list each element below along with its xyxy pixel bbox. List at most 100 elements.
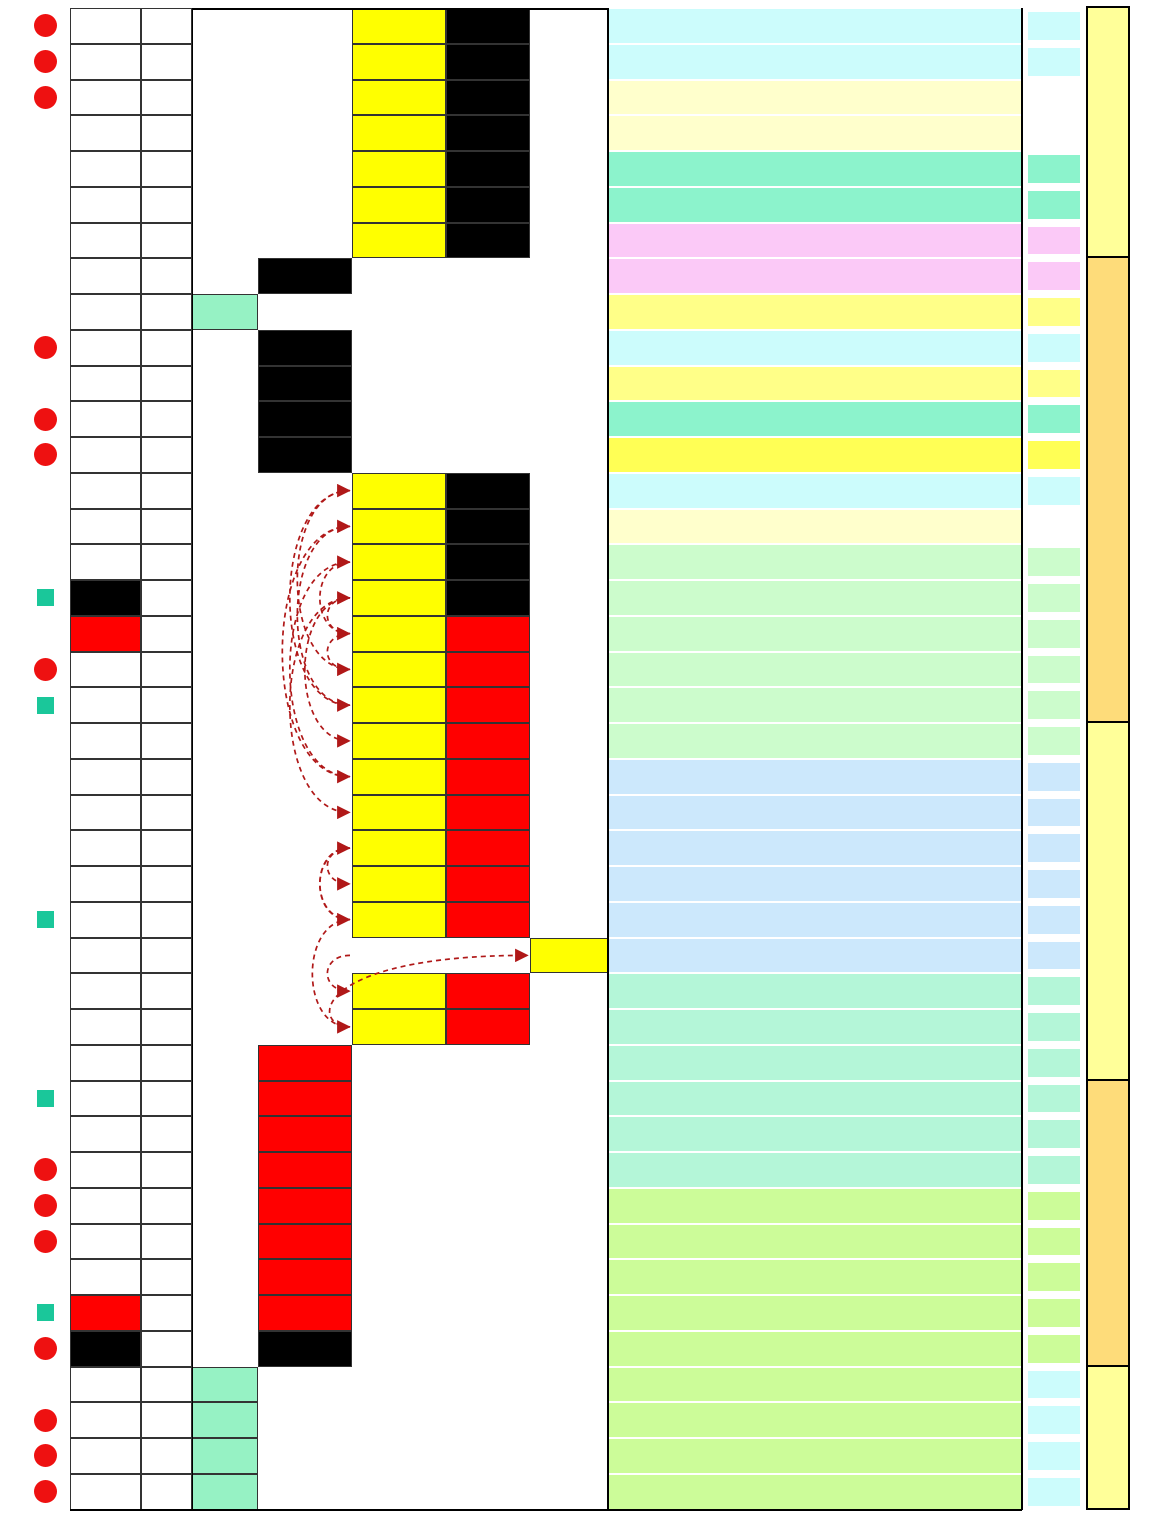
day-cell [141, 329, 192, 366]
original-cell [608, 1010, 1022, 1044]
difference-cell [352, 687, 446, 723]
draw-band [1086, 721, 1130, 1081]
position-tag [1028, 119, 1080, 147]
dashed-arrow [319, 841, 351, 921]
date-cell [70, 79, 141, 116]
hit-dot [33, 1480, 57, 1504]
offset-cell [258, 1044, 352, 1081]
day-cell [141, 79, 192, 116]
day-cell [141, 973, 192, 1009]
position-tag [1028, 619, 1080, 648]
date-cell [70, 365, 141, 402]
date-cell [70, 723, 141, 759]
original-cell [608, 44, 1022, 79]
difference-cell [352, 1009, 446, 1045]
difference-cell [352, 222, 446, 259]
hit-dot [33, 407, 57, 431]
difference-cell [352, 472, 446, 509]
position-tag [1028, 1048, 1080, 1077]
grid-col-line [607, 8, 609, 1510]
offset-cell [446, 723, 530, 759]
hit-dot [33, 1444, 57, 1468]
difference-cell [352, 186, 446, 223]
original-cell [608, 974, 1022, 1008]
position-tag [1028, 655, 1080, 684]
position-tag [1028, 369, 1080, 398]
date-cell [70, 651, 141, 688]
date-cell [70, 258, 141, 294]
zero-cell [192, 294, 258, 330]
offset-cell [446, 615, 530, 652]
date-cell [70, 794, 141, 831]
original-cell [608, 80, 1022, 115]
date-cell [70, 151, 141, 187]
date-cell [70, 437, 141, 473]
original-cell [608, 724, 1022, 758]
position-tag [1028, 1084, 1080, 1113]
position-tag [1028, 333, 1080, 362]
offset-cell [446, 901, 530, 938]
hit-dot [33, 50, 57, 74]
original-cell [608, 1224, 1022, 1259]
date-cell [70, 8, 141, 44]
date-cell [70, 1438, 141, 1474]
day-cell [141, 1259, 192, 1295]
day-cell [141, 508, 192, 545]
original-cell [608, 1188, 1022, 1223]
date-cell [70, 580, 141, 616]
difference-cell [352, 723, 446, 759]
offset-cell [446, 472, 530, 509]
day-cell [141, 43, 192, 80]
day-cell [141, 580, 192, 616]
day-cell [141, 866, 192, 902]
draw-band [1086, 1364, 1130, 1510]
original-cell [608, 1439, 1022, 1473]
dashed-arrow [311, 918, 351, 1034]
day-cell [141, 1009, 192, 1045]
date-cell [70, 544, 141, 580]
offset-cell [446, 186, 530, 223]
offset-cell [258, 329, 352, 366]
hit-dot [33, 1337, 57, 1361]
difference-cell [352, 115, 446, 151]
day-cell [141, 794, 192, 831]
dashed-arrow [319, 847, 351, 927]
draw-band [1086, 1078, 1130, 1367]
original-cell [608, 259, 1022, 293]
difference-cell [352, 651, 446, 688]
day-cell [141, 615, 192, 652]
date-cell [70, 115, 141, 151]
position-tag [1028, 512, 1080, 541]
position-tag [1028, 870, 1080, 898]
original-cell [608, 152, 1022, 186]
date-cell [70, 1295, 141, 1331]
zero-cell [192, 1438, 258, 1474]
day-cell [141, 401, 192, 437]
date-cell [70, 687, 141, 723]
day-cell [141, 1116, 192, 1152]
original-cell [608, 867, 1022, 901]
original-cell [608, 187, 1022, 222]
offset-cell [258, 1080, 352, 1117]
grid-col-line [1021, 8, 1023, 1510]
original-cell [608, 688, 1022, 722]
dashed-arrow [288, 555, 351, 778]
date-cell [70, 222, 141, 259]
day-cell [141, 1080, 192, 1117]
original-cell [608, 509, 1022, 544]
offset-cell [258, 258, 352, 294]
day-cell [141, 222, 192, 259]
position-tag [1028, 476, 1080, 505]
offset-cell [258, 1295, 352, 1331]
difference-cell [352, 580, 446, 616]
difference-cell [352, 43, 446, 80]
offset-cell [446, 8, 530, 44]
original-cell [608, 759, 1022, 794]
offset-cell [446, 1009, 530, 1045]
draw-band [1086, 6, 1130, 259]
hit-dot [33, 1158, 57, 1182]
date-cell [70, 1366, 141, 1403]
offset-cell [258, 1259, 352, 1295]
original-cell [608, 473, 1022, 508]
original-cell [608, 366, 1022, 401]
